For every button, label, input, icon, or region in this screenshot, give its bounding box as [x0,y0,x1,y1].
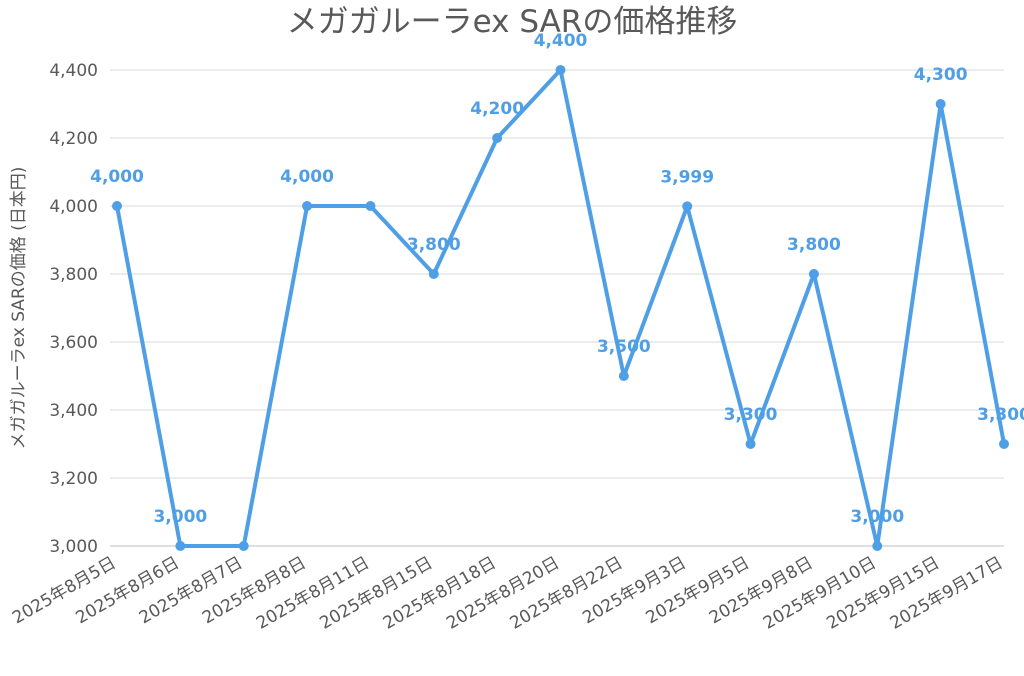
data-point [682,201,693,212]
y-tick-label: 4,400 [49,61,98,81]
data-label: 3,800 [407,235,461,255]
data-label: 3,800 [787,235,841,255]
data-points [112,65,1009,551]
y-tick-label: 3,200 [49,469,98,489]
y-tick-label: 3,600 [49,333,98,353]
data-label: 3,000 [153,507,207,527]
y-tick-label: 4,000 [49,197,98,217]
data-label: 3,999 [660,167,714,187]
chart-title: メガガルーラex SARの価格推移 [287,4,738,40]
data-point [999,439,1009,449]
gridlines [110,69,1004,547]
y-tick-label: 4,200 [49,129,98,149]
data-point [618,371,629,381]
data-point [428,269,439,279]
data-point [492,133,503,143]
y-tick-label: 3,800 [49,265,98,285]
y-tick-label: 3,400 [49,401,98,421]
data-label: 3,000 [850,507,904,527]
data-label: 3,300 [724,405,778,425]
data-point [872,541,883,551]
x-tick-label: 2025年9月17日 [887,553,1007,634]
data-labels: 4,000 3,000 4,000 3,800 4,200 4,400 3,500 3,999… [90,31,1024,527]
data-label: 4,300 [914,65,968,85]
data-label: 4,400 [534,31,588,51]
data-point [745,439,756,449]
data-point [365,201,376,211]
data-point [112,201,122,211]
data-point [175,541,186,551]
y-axis-label: メガガルーラex SARの価格 (日本円) [9,167,29,450]
data-label: 3,300 [977,405,1024,425]
data-label: 4,000 [90,167,144,187]
y-tick-label: 3,000 [49,537,98,557]
x-axis-ticks: 2025年8月5日2025年8月6日2025年8月7日2025年8月8日2025… [9,553,1006,634]
data-point [808,269,819,279]
data-label: 4,000 [280,167,334,187]
y-axis-ticks: 3,000 3,200 3,400 3,600 3,800 4,000 4,200 4,400 [49,61,98,557]
data-point [238,541,249,551]
data-label: 3,500 [597,337,651,357]
series-line [115,68,1006,548]
data-point [935,99,946,109]
series-line-group [115,68,1006,548]
data-point [555,65,566,75]
data-label: 4,200 [470,99,524,119]
x-tick-label: 2025年8月5日 [9,553,119,628]
data-point [302,201,313,211]
